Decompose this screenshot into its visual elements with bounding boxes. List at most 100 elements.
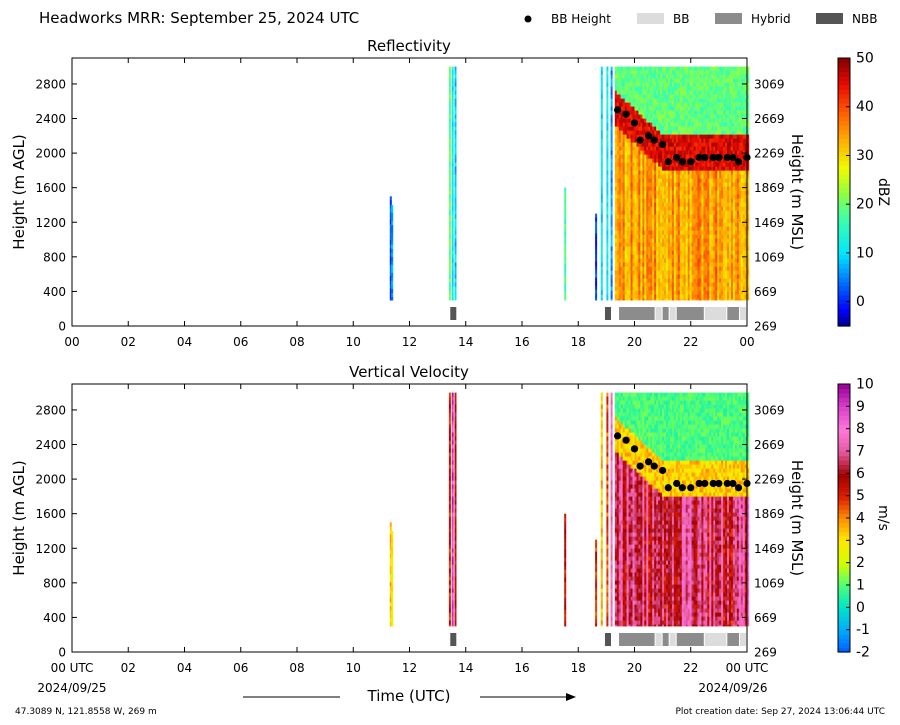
field-cell bbox=[677, 146, 681, 151]
field-cell bbox=[610, 234, 613, 239]
field-cell bbox=[719, 66, 722, 71]
field-cell bbox=[620, 110, 624, 115]
field-cell bbox=[650, 190, 653, 195]
field-cell bbox=[634, 70, 637, 75]
field-cell bbox=[736, 146, 740, 151]
field-cell bbox=[564, 187, 567, 193]
field-cell bbox=[695, 122, 698, 127]
field-cell bbox=[738, 94, 742, 99]
field-cell bbox=[391, 603, 394, 608]
field-cell bbox=[448, 74, 451, 79]
field-cell bbox=[699, 194, 702, 199]
field-cell bbox=[729, 106, 732, 111]
field-cell bbox=[673, 270, 677, 275]
field-cell bbox=[630, 270, 634, 275]
field-cell bbox=[664, 278, 667, 283]
field-cell bbox=[701, 178, 704, 183]
field-cell bbox=[689, 146, 693, 151]
field-cell bbox=[628, 98, 632, 103]
field-cell bbox=[614, 202, 618, 207]
field-cell bbox=[729, 222, 732, 227]
field-cell bbox=[656, 110, 659, 115]
field-cell bbox=[677, 282, 681, 287]
field-cell bbox=[454, 190, 457, 195]
field-cell bbox=[600, 476, 603, 481]
field-cell bbox=[448, 122, 451, 127]
field-cell bbox=[673, 222, 677, 227]
field-cell bbox=[448, 580, 451, 585]
field-cell bbox=[632, 230, 635, 235]
field-cell bbox=[675, 82, 679, 87]
field-cell bbox=[628, 190, 632, 195]
field-cell bbox=[671, 194, 675, 199]
field-cell bbox=[717, 174, 720, 179]
field-cell bbox=[742, 82, 746, 87]
field-cell bbox=[654, 266, 657, 271]
field-cell bbox=[681, 134, 685, 139]
field-cell bbox=[624, 246, 628, 251]
field-cell bbox=[664, 194, 667, 199]
field-cell bbox=[701, 262, 704, 267]
field-cell bbox=[564, 513, 567, 519]
field-cell bbox=[634, 110, 637, 115]
field-cell bbox=[606, 274, 609, 279]
field-cell bbox=[746, 234, 750, 239]
field-cell bbox=[614, 146, 618, 151]
field-cell bbox=[746, 162, 750, 167]
field-cell bbox=[669, 82, 673, 87]
field-cell bbox=[666, 70, 669, 75]
bb-type-segment bbox=[450, 307, 457, 320]
field-cell bbox=[648, 274, 651, 279]
colorbar-segment bbox=[838, 245, 850, 251]
field-cell bbox=[671, 70, 675, 75]
field-cell bbox=[717, 82, 720, 87]
field-cell bbox=[687, 222, 691, 227]
field-cell bbox=[448, 392, 451, 397]
field-cell bbox=[705, 110, 708, 115]
field-cell bbox=[697, 258, 700, 263]
field-cell bbox=[664, 246, 667, 251]
field-cell bbox=[636, 262, 639, 267]
field-cell bbox=[723, 294, 726, 299]
field-cell bbox=[634, 218, 637, 223]
field-cell bbox=[689, 262, 693, 267]
field-cell bbox=[711, 242, 714, 247]
field-cell bbox=[652, 246, 655, 251]
field-cell bbox=[677, 82, 681, 87]
field-cell bbox=[654, 218, 657, 223]
field-cell bbox=[650, 202, 653, 207]
field-cell bbox=[624, 230, 628, 235]
field-cell bbox=[707, 198, 710, 203]
field-cell bbox=[654, 206, 657, 211]
field-cell bbox=[699, 90, 702, 95]
field-cell bbox=[610, 170, 613, 175]
field-cell bbox=[736, 170, 740, 175]
field-cell bbox=[642, 238, 645, 243]
field-cell bbox=[683, 126, 687, 131]
field-cell bbox=[695, 90, 698, 95]
field-cell bbox=[691, 262, 695, 267]
field-cell bbox=[644, 294, 647, 299]
field-cell bbox=[616, 294, 620, 299]
field-cell bbox=[687, 234, 691, 239]
field-cell bbox=[620, 234, 624, 239]
field-cell bbox=[732, 114, 736, 119]
figure-title: Headworks MRR: September 25, 2024 UTC bbox=[39, 9, 359, 27]
field-cell bbox=[660, 286, 663, 291]
field-cell bbox=[695, 198, 698, 203]
field-cell bbox=[717, 98, 720, 103]
field-cell bbox=[738, 286, 742, 291]
field-cell bbox=[614, 278, 618, 283]
field-cell bbox=[713, 170, 716, 175]
field-cell bbox=[740, 266, 744, 271]
field-cell bbox=[658, 202, 661, 207]
field-cell bbox=[744, 178, 748, 183]
field-cell bbox=[451, 118, 454, 123]
field-cell bbox=[709, 238, 712, 243]
colorbar-segment bbox=[838, 66, 850, 72]
field-cell bbox=[451, 266, 454, 271]
field-cell bbox=[711, 294, 714, 299]
field-cell bbox=[610, 126, 613, 131]
field-cell bbox=[636, 94, 639, 99]
field-cell bbox=[666, 94, 669, 99]
